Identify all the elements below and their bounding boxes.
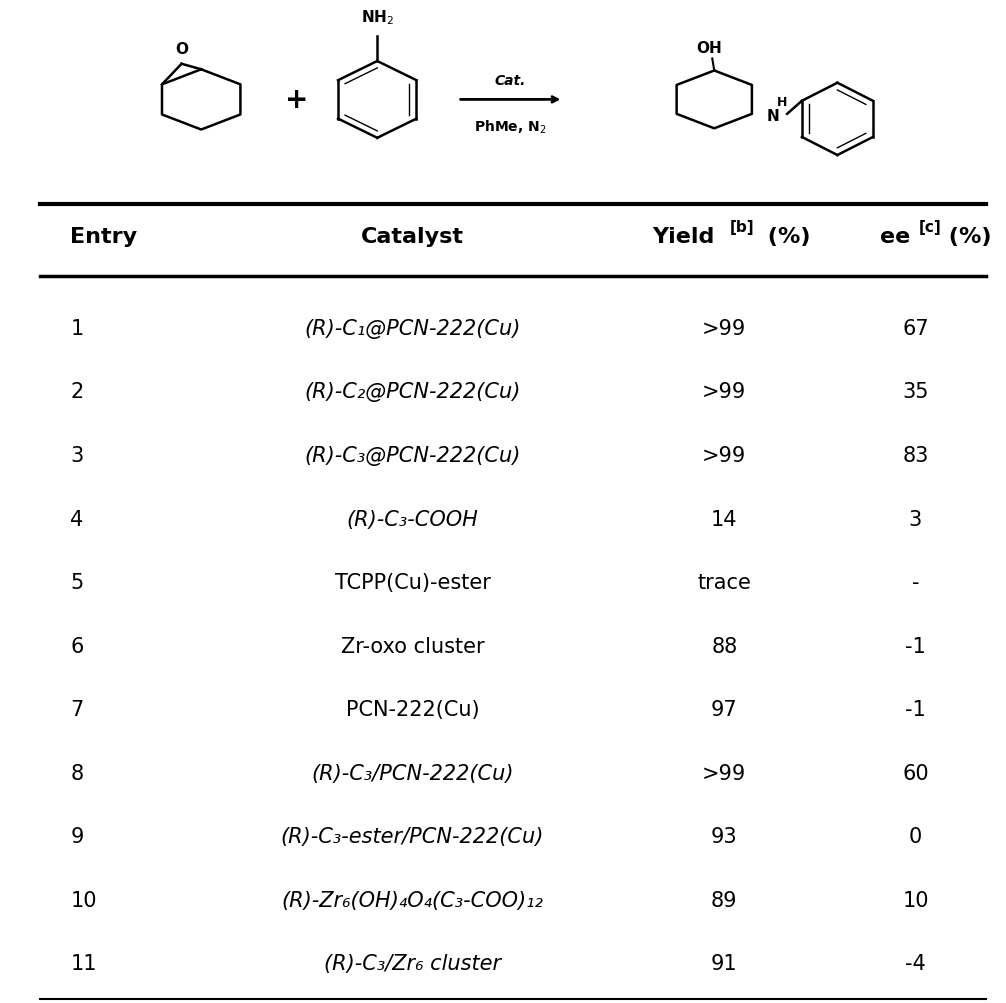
Text: 1: 1 (70, 319, 83, 339)
Text: (R)-C₂@PCN-222(Cu): (R)-C₂@PCN-222(Cu) (304, 382, 521, 402)
Text: (R)-Zr₆(OH)₄O₄(C₃-COO)₁₂: (R)-Zr₆(OH)₄O₄(C₃-COO)₁₂ (282, 890, 543, 910)
Text: 10: 10 (902, 890, 929, 910)
Text: 0: 0 (908, 826, 923, 847)
Text: 88: 88 (711, 636, 737, 656)
Text: PhMe, N$_2$: PhMe, N$_2$ (474, 118, 546, 135)
Text: Entry: Entry (70, 227, 138, 247)
Text: 4: 4 (70, 509, 83, 529)
Text: (R)-C₃/PCN-222(Cu): (R)-C₃/PCN-222(Cu) (311, 763, 514, 783)
Text: H: H (777, 96, 788, 109)
Text: N: N (767, 109, 780, 124)
Text: (R)-C₃-COOH: (R)-C₃-COOH (346, 509, 479, 529)
Text: TCPP(Cu)-ester: TCPP(Cu)-ester (335, 573, 490, 593)
Text: 89: 89 (711, 890, 737, 910)
Text: 9: 9 (70, 826, 83, 847)
Text: 83: 83 (902, 445, 929, 465)
Text: -: - (911, 573, 919, 593)
Text: [c]: [c] (918, 220, 942, 235)
Text: trace: trace (697, 573, 751, 593)
Text: 14: 14 (711, 509, 737, 529)
Text: -1: -1 (905, 699, 926, 719)
Text: +: + (285, 86, 309, 114)
Text: 60: 60 (902, 763, 929, 783)
Text: 93: 93 (711, 826, 737, 847)
Text: 3: 3 (908, 509, 923, 529)
Text: 35: 35 (902, 382, 929, 402)
Text: Yield: Yield (652, 227, 714, 247)
Text: -4: -4 (905, 953, 926, 973)
Text: (R)-C₃-ester/PCN-222(Cu): (R)-C₃-ester/PCN-222(Cu) (281, 826, 544, 847)
Text: ee: ee (880, 227, 910, 247)
Text: 8: 8 (70, 763, 83, 783)
Text: >99: >99 (702, 763, 746, 783)
Text: 91: 91 (711, 953, 737, 973)
Text: (R)-C₁@PCN-222(Cu): (R)-C₁@PCN-222(Cu) (304, 319, 521, 339)
Text: 7: 7 (70, 699, 83, 719)
Text: 67: 67 (902, 319, 929, 339)
Text: O: O (175, 42, 188, 56)
Text: 3: 3 (70, 445, 83, 465)
Text: NH$_2$: NH$_2$ (361, 8, 393, 27)
Text: PCN-222(Cu): PCN-222(Cu) (346, 699, 479, 719)
Text: [b]: [b] (729, 220, 753, 235)
Text: >99: >99 (702, 445, 746, 465)
Text: OH: OH (696, 41, 722, 56)
Text: >99: >99 (702, 319, 746, 339)
Text: 11: 11 (70, 953, 97, 973)
Text: -1: -1 (905, 636, 926, 656)
Text: Cat.: Cat. (494, 74, 526, 88)
Text: 5: 5 (70, 573, 83, 593)
Text: Catalyst: Catalyst (361, 227, 464, 247)
Text: (%): (%) (941, 227, 991, 247)
Text: 2: 2 (70, 382, 83, 402)
Text: Zr-oxo cluster: Zr-oxo cluster (341, 636, 484, 656)
Text: (R)-C₃/Zr₆ cluster: (R)-C₃/Zr₆ cluster (324, 953, 501, 973)
Text: 97: 97 (711, 699, 737, 719)
Text: 10: 10 (70, 890, 97, 910)
Text: 6: 6 (70, 636, 83, 656)
Text: >99: >99 (702, 382, 746, 402)
Text: (R)-C₃@PCN-222(Cu): (R)-C₃@PCN-222(Cu) (304, 445, 521, 465)
Text: (%): (%) (760, 227, 810, 247)
